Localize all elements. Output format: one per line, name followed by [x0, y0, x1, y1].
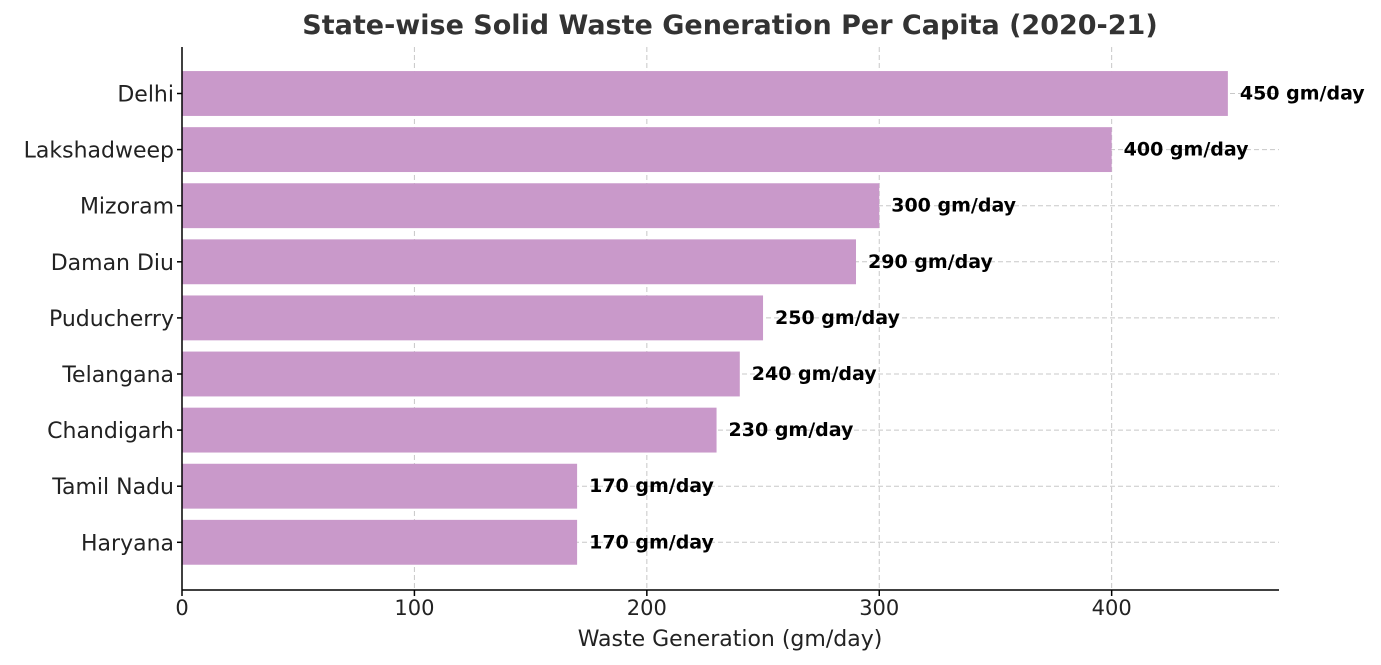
data-label: 230 gm/day — [729, 419, 854, 441]
x-tick-label: 0 — [175, 596, 188, 620]
category-label: Telangana — [61, 363, 174, 388]
x-tick-label: 200 — [627, 596, 667, 620]
data-label: 250 gm/day — [775, 307, 900, 329]
bar-haryana — [182, 519, 578, 565]
bar-telangana — [182, 351, 740, 397]
x-tick-label: 400 — [1092, 596, 1132, 620]
chart-title: State-wise Solid Waste Generation Per Ca… — [302, 10, 1157, 41]
category-label: Chandigarh — [47, 419, 174, 444]
data-label: 300 gm/day — [891, 195, 1016, 217]
bar-daman-diu — [182, 239, 857, 285]
category-label: Lakshadweep — [24, 139, 174, 164]
data-label: 170 gm/day — [589, 531, 714, 553]
bar-puducherry — [182, 295, 764, 341]
category-label: Delhi — [117, 83, 174, 108]
bars-layer: 450 gm/day 400 gm/day 300 gm/day 290 gm/day… — [182, 71, 1365, 565]
x-tick-label: 300 — [859, 596, 899, 620]
category-label: Daman Diu — [51, 251, 174, 276]
category-label: Mizoram — [80, 195, 174, 220]
bar-tamil-nadu — [182, 463, 578, 509]
bar-delhi — [182, 71, 1228, 116]
category-label: Haryana — [81, 531, 174, 556]
data-label: 450 gm/day — [1240, 83, 1365, 105]
bar-lakshadweep — [182, 127, 1112, 173]
x-axis-title: Waste Generation (gm/day) — [578, 627, 883, 652]
bar-chandigarh — [182, 407, 717, 453]
data-label: 400 gm/day — [1124, 139, 1249, 161]
category-label: Puducherry — [49, 307, 174, 332]
x-tick-label: 100 — [394, 596, 434, 620]
axes-layer: Delhi Lakshadweep Mizoram Daman Diu Puducher… — [24, 47, 1279, 620]
category-label: Tamil Nadu — [51, 475, 174, 500]
data-label: 290 gm/day — [868, 251, 993, 273]
data-label: 240 gm/day — [752, 363, 877, 385]
bar-mizoram — [182, 183, 880, 229]
data-label: 170 gm/day — [589, 475, 714, 497]
